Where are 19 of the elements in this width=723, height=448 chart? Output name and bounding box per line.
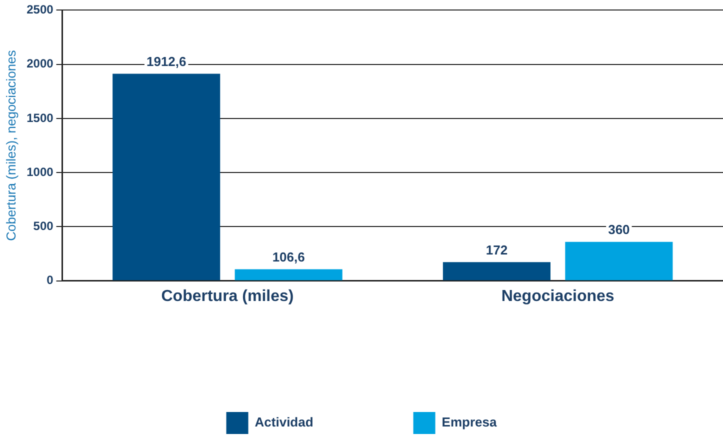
y-tick-label: 0 xyxy=(46,273,54,288)
data-label: 106,6 xyxy=(272,249,305,264)
data-label: 1912,6 xyxy=(146,54,186,69)
bar xyxy=(442,262,550,280)
y-tick-label: 500 xyxy=(33,218,54,233)
y-tick-label: 2500 xyxy=(26,2,54,17)
y-tick-label: 2000 xyxy=(26,56,54,71)
bar xyxy=(112,74,220,280)
x-tick-label: Negociaciones xyxy=(501,288,614,305)
y-tick-label: 1000 xyxy=(26,164,54,179)
y-tick-label: 1500 xyxy=(26,110,54,125)
data-label: 172 xyxy=(486,242,508,258)
data-label: 360 xyxy=(608,222,630,237)
legend-label: Actividad xyxy=(254,414,314,430)
bar xyxy=(234,269,342,280)
bar xyxy=(565,242,673,280)
legend-label: Empresa xyxy=(442,414,498,430)
x-tick-label: Cobertura (miles) xyxy=(161,288,294,305)
y-axis-title: Cobertura (miles), negociaciones xyxy=(3,50,18,241)
